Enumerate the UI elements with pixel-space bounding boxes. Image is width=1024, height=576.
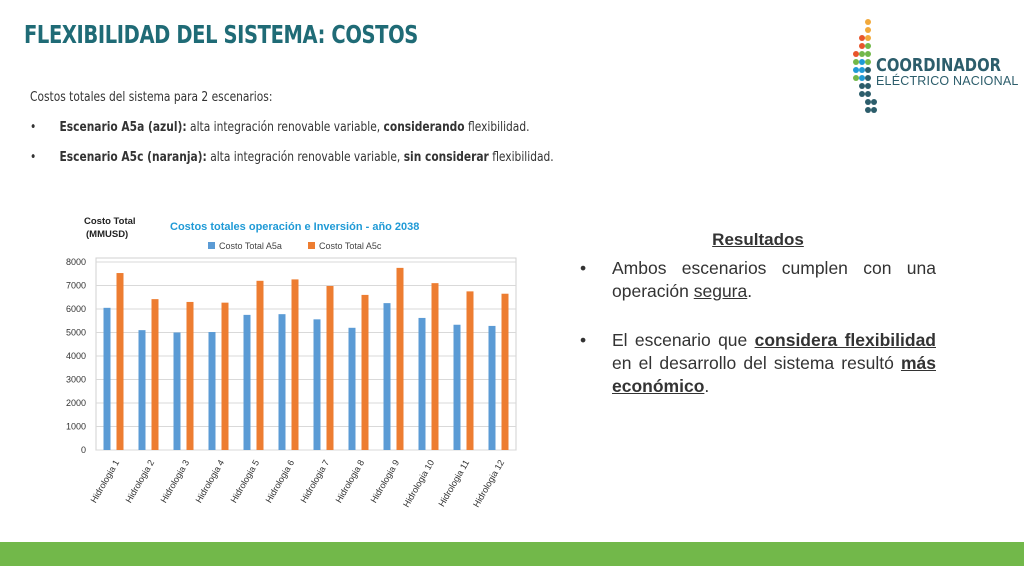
- y-tick-label: 2000: [66, 398, 86, 408]
- x-tick-label: Hidrologia 3: [159, 458, 192, 505]
- bar-a5a: [208, 332, 216, 450]
- bar-a5c: [326, 285, 334, 450]
- bar-a5a: [418, 317, 426, 450]
- bar-a5c: [256, 280, 264, 450]
- logo-dot: [859, 91, 865, 97]
- cost-chart: Costos totales operación e Inversión - a…: [58, 208, 528, 518]
- bar-a5c: [501, 293, 509, 450]
- results-item-1: • Ambos escenarios cumplen con una opera…: [580, 258, 936, 301]
- logo-dot: [859, 83, 865, 89]
- logo-dot: [859, 67, 865, 73]
- logo-dot: [865, 43, 871, 49]
- y-axis-label: (MMUSD): [86, 229, 128, 240]
- bar-a5a: [243, 314, 251, 450]
- logo-dot: [853, 67, 859, 73]
- y-axis-label: Costo Total: [84, 216, 136, 227]
- legend-swatch: [208, 242, 215, 249]
- logo-dot: [865, 35, 871, 41]
- bar-a5a: [453, 324, 461, 450]
- logo-dot: [865, 59, 871, 65]
- bar-a5a: [383, 303, 391, 450]
- logo-dot: [859, 51, 865, 57]
- bar-a5c: [466, 291, 474, 450]
- bar-a5c: [116, 273, 124, 450]
- x-tick-label: Hidrologia 2: [124, 458, 157, 505]
- results-heading: Resultados: [712, 230, 804, 249]
- logo-dot: [871, 107, 877, 113]
- bar-a5c: [221, 302, 229, 450]
- bar-a5c: [151, 299, 159, 450]
- intro-bullet-a5a: • Escenario A5a (azul): alta integración …: [30, 120, 530, 135]
- legend-swatch: [308, 242, 315, 249]
- intro-bullet-a5c: • Escenario A5c (naranja): alta integraci…: [30, 150, 554, 165]
- results-item-2: • El escenario que considera flexibilida…: [580, 330, 936, 396]
- y-tick-label: 0: [81, 445, 86, 455]
- x-tick-label: Hidrologia 8: [334, 458, 367, 505]
- logo-dot: [871, 99, 877, 105]
- logo-dot: [865, 91, 871, 97]
- bar-a5c: [186, 301, 194, 450]
- bar-a5a: [103, 307, 111, 450]
- bar-a5a: [173, 332, 181, 450]
- logo-line1: COORDINADOR: [876, 55, 1001, 76]
- logo-dot: [853, 75, 859, 81]
- logo-dot: [865, 27, 871, 33]
- legend-label: Costo Total A5a: [219, 241, 282, 251]
- x-tick-label: Hidrologia 11: [436, 458, 471, 508]
- logo-line2: ELÉCTRICO NACIONAL: [876, 74, 1019, 88]
- y-tick-label: 4000: [66, 351, 86, 361]
- logo-dot: [853, 59, 859, 65]
- page-title: FLEXIBILIDAD DEL SISTEMA: COSTOS: [24, 20, 418, 49]
- bullet-a5a-name: Escenario A5a (azul):: [59, 120, 187, 135]
- bar-a5c: [396, 267, 404, 450]
- logo-dot: [865, 67, 871, 73]
- logo-text: COORDINADOR ELÉCTRICO NACIONAL: [876, 55, 1024, 88]
- logo-dot: [865, 19, 871, 25]
- bar-a5a: [488, 325, 496, 450]
- bullet-a5c-name: Escenario A5c (naranja):: [59, 150, 207, 165]
- y-tick-label: 1000: [66, 422, 86, 432]
- logo-dot: [865, 99, 871, 105]
- legend-label: Costo Total A5c: [319, 241, 382, 251]
- logo-dot: [859, 43, 865, 49]
- logo-dot: [865, 51, 871, 57]
- footer-url[interactable]: www.coordinador.cl: [896, 4, 1008, 19]
- y-tick-label: 6000: [66, 304, 86, 314]
- logo-dot: [865, 75, 871, 81]
- x-tick-label: Hidrologia 12: [471, 458, 506, 509]
- x-tick-label: Hidrologia 4: [194, 458, 227, 505]
- logo-dot: [859, 59, 865, 65]
- bar-a5c: [291, 279, 299, 450]
- results-panel: Resultados • Ambos escenarios cumplen co…: [580, 228, 936, 424]
- footer-bar: [0, 542, 1024, 566]
- x-tick-label: Hidrologia 10: [401, 458, 436, 509]
- coordinador-logo: [853, 19, 877, 113]
- bar-a5a: [278, 314, 286, 450]
- bar-a5c: [361, 294, 369, 450]
- logo-dot: [865, 83, 871, 89]
- x-tick-label: Hidrologia 9: [369, 458, 402, 505]
- y-tick-label: 3000: [66, 375, 86, 385]
- x-tick-label: Hidrologia 1: [89, 458, 122, 505]
- x-tick-label: Hidrologia 6: [264, 458, 297, 505]
- bar-a5a: [348, 327, 356, 450]
- bar-a5a: [138, 330, 146, 450]
- x-tick-label: Hidrologia 5: [229, 458, 262, 505]
- logo-dot: [865, 107, 871, 113]
- logo-dot: [853, 51, 859, 57]
- bar-a5a: [313, 319, 321, 450]
- x-tick-label: Hidrologia 7: [299, 458, 332, 505]
- cost-chart-svg: Costos totales operación e Inversión - a…: [66, 216, 517, 509]
- y-tick-label: 8000: [66, 257, 86, 267]
- logo-dot: [859, 35, 865, 41]
- chart-title: Costos totales operación e Inversión - a…: [170, 221, 419, 233]
- logo-dot: [859, 75, 865, 81]
- intro-text: Costos totales del sistema para 2 escena…: [30, 90, 554, 180]
- intro-lead: Costos totales del sistema para 2 escena…: [30, 90, 273, 105]
- y-tick-label: 5000: [66, 328, 86, 338]
- y-tick-label: 7000: [66, 281, 86, 291]
- bar-a5c: [431, 283, 439, 450]
